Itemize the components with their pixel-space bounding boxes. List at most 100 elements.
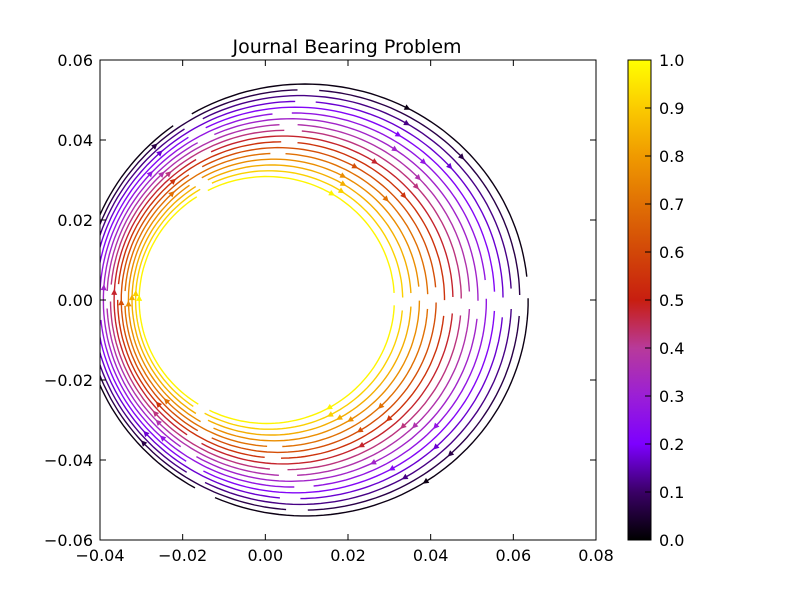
streamline-arrow <box>433 422 440 430</box>
colorbar-tick-label: 0.5 <box>659 291 684 310</box>
streamline-arrow <box>371 158 378 164</box>
streamline-arrow <box>433 443 440 450</box>
streamline-arrow <box>100 284 107 291</box>
streamline-arrow <box>146 170 153 178</box>
streamline-arrow <box>155 401 163 409</box>
streamline-arrow <box>358 441 365 448</box>
streamline-arrow <box>422 477 430 484</box>
x-tick-label: 0.04 <box>413 546 449 565</box>
streamline-arrow <box>414 173 421 181</box>
streamline-arrow <box>400 422 407 429</box>
streamline-arrow <box>400 191 407 199</box>
streamline-segment <box>100 373 287 511</box>
colorbar-tick-label: 0.2 <box>659 435 684 454</box>
colorbar-ticks: 0.0 0.1 0.2 0.3 0.4 0.5 0.6 0.7 0.8 0.9 1.0 <box>645 51 684 550</box>
streamline-arrow <box>412 422 419 429</box>
streamline-arrow <box>158 171 165 178</box>
streamline-arrow <box>339 180 347 187</box>
streamline-segment <box>100 89 298 227</box>
colorbar-tick-label: 0.7 <box>659 195 684 214</box>
plot-area: −0.04 −0.02 0.00 0.02 0.04 0.06 0.08 −0.06−0.0… <box>44 51 614 565</box>
streamline-arrow <box>356 426 364 433</box>
colorbar-tick-label: 0.6 <box>659 243 684 262</box>
streamline-segment <box>106 124 280 292</box>
streamline-arrow <box>118 299 125 306</box>
streamline-segment <box>210 135 454 298</box>
streamlines-group <box>100 83 529 517</box>
y-tick-label: −0.02 <box>44 371 93 390</box>
streamline-arrow <box>132 290 139 297</box>
streamline-segment <box>127 184 201 423</box>
streamline-arrow <box>382 195 389 202</box>
colorbar-tick-label: 0.1 <box>659 483 684 502</box>
colorbar-tick-label: 0.3 <box>659 387 684 406</box>
colorbar-tick-label: 0.4 <box>659 339 684 358</box>
streamline-segment <box>214 117 479 301</box>
streamline-arrow <box>394 131 402 137</box>
streamline-arrow <box>168 191 175 198</box>
streamline-arrow <box>336 414 343 420</box>
y-tick-label: 0.06 <box>57 51 93 70</box>
streamline-arrow <box>339 172 347 178</box>
colorbar-tick-label: 0.8 <box>659 147 684 166</box>
streamline-arrow <box>457 153 465 160</box>
streamline-arrow <box>377 402 385 409</box>
x-tick-label: 0.08 <box>578 546 614 565</box>
streamline-arrow <box>412 182 419 190</box>
y-tick-label: −0.06 <box>44 531 93 550</box>
y-tick-label: 0.02 <box>57 211 93 230</box>
streamline-segment <box>201 313 453 465</box>
streamline-arrow <box>351 162 359 169</box>
streamline-segment <box>100 350 280 499</box>
streamline-arrow <box>370 458 377 465</box>
streamline-segment <box>191 83 528 277</box>
streamline-arrow <box>125 300 132 307</box>
colorbar-tick-label: 0.9 <box>659 99 684 118</box>
streamline-segment <box>113 158 197 436</box>
chart-title: Journal Bearing Problem <box>231 36 461 58</box>
streamline-arrow <box>165 171 172 178</box>
streamline-arrow <box>155 419 162 427</box>
colorbar: 0.0 0.1 0.2 0.3 0.4 0.5 0.6 0.7 0.8 0.9 1.0 <box>627 51 684 550</box>
streamline-arrow <box>391 145 398 152</box>
streamline-arrow <box>403 104 411 110</box>
colorbar-tick-label: 0.0 <box>659 531 684 550</box>
streamline-arrow <box>386 415 393 422</box>
streamline-arrow <box>388 465 396 471</box>
y-tick-label: 0.00 <box>57 291 93 310</box>
streamline-arrow <box>159 435 167 442</box>
streamline-arrow <box>447 450 455 457</box>
streamline-segment <box>203 310 496 494</box>
x-tick-label: 0.00 <box>248 546 284 565</box>
y-tick-label: 0.04 <box>57 131 93 150</box>
x-axis: −0.04 −0.02 0.00 0.02 0.04 0.06 0.08 <box>75 60 614 565</box>
streamline-segment <box>207 164 412 294</box>
x-tick-label: −0.04 <box>75 546 124 565</box>
streamline-segment <box>201 146 437 288</box>
streamline-arrow <box>136 294 143 301</box>
streamline-arrow <box>143 430 150 438</box>
streamline-arrow <box>111 288 118 295</box>
streamline-segment <box>287 315 462 471</box>
x-tick-label: 0.02 <box>330 546 366 565</box>
streamline-segment <box>204 310 403 430</box>
streamline-arrow <box>140 440 148 447</box>
streamline-segment <box>109 301 270 470</box>
x-tick-label: 0.06 <box>496 546 532 565</box>
streamline-arrow <box>151 143 158 150</box>
streamline-segment <box>100 136 189 462</box>
streamline-arrow <box>403 119 410 126</box>
streamline-segment <box>209 305 395 425</box>
streamline-arrow <box>326 403 333 410</box>
streamline-arrow <box>419 158 427 165</box>
y-axis: −0.06 −0.04 −0.02 0.00 0.02 0.04 0.06 <box>44 51 596 550</box>
streamline-arrow <box>163 398 171 405</box>
streamline-segment <box>100 125 196 489</box>
streamline-segment <box>100 128 188 473</box>
streamline-arrow <box>401 473 409 480</box>
streamline-arrow <box>446 162 453 170</box>
colorbar-tick-label: 1.0 <box>659 51 684 70</box>
x-tick-label: −0.02 <box>158 546 207 565</box>
streamline-arrow <box>328 190 335 196</box>
streamline-arrow <box>347 416 354 422</box>
